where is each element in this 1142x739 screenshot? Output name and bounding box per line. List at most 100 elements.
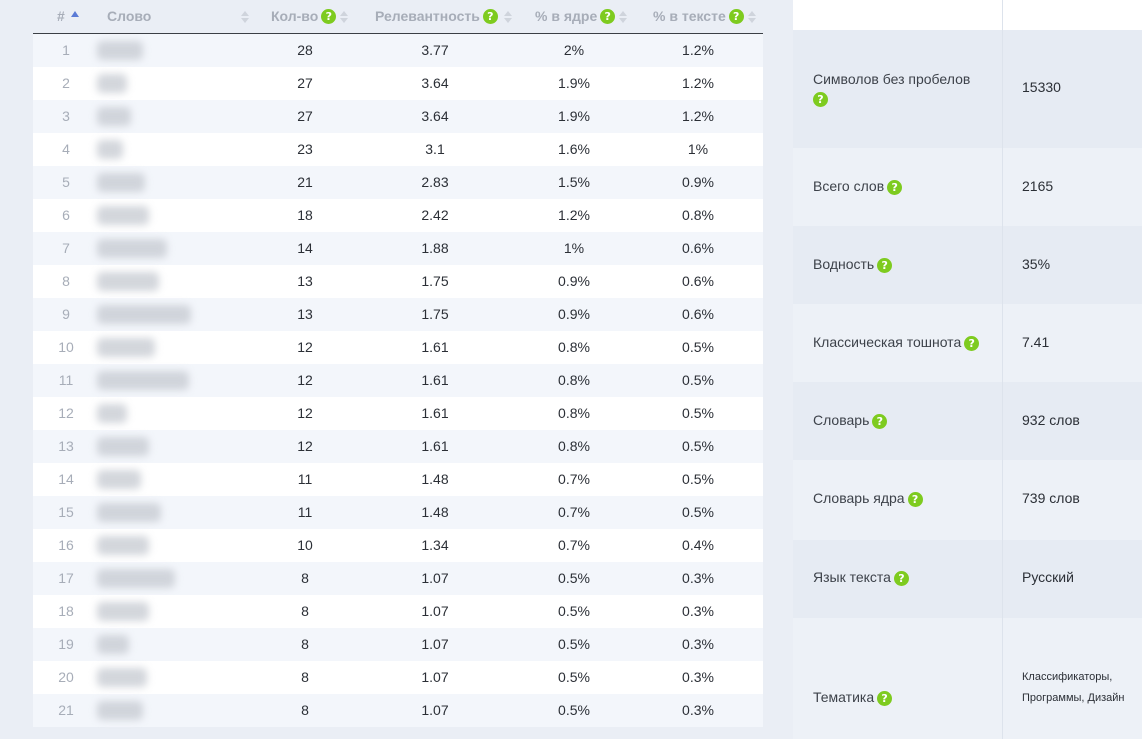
stat-value: 2165 (1022, 178, 1054, 194)
relevance-cell: 1.07 (421, 570, 449, 586)
help-icon[interactable]: ? (321, 9, 337, 24)
text-percent-cell: 0.3% (682, 636, 714, 652)
relevance-cell: 1.61 (421, 405, 449, 421)
help-icon[interactable]: ? (877, 258, 893, 273)
help-icon[interactable]: ? (728, 9, 744, 24)
blurred-word (97, 536, 149, 555)
text-percent-cell: 0.5% (682, 405, 714, 421)
table-row: 20 8 1.07 0.5% 0.3% (33, 661, 763, 694)
relevance-cell: 1.07 (421, 603, 449, 619)
relevance-cell: 1.48 (421, 504, 449, 520)
row-number: 18 (58, 603, 74, 619)
word-cell-redacted (97, 463, 209, 496)
text-percent-cell: 0.5% (682, 471, 714, 487)
help-icon[interactable]: ? (893, 571, 909, 586)
help-icon[interactable]: ? (600, 9, 616, 24)
word-cell-redacted (97, 397, 209, 430)
table-row: 1 28 3.77 2% 1.2% (33, 34, 763, 67)
stat-label-text: Словарь ядра (813, 490, 905, 506)
text-percent-cell: 0.5% (682, 339, 714, 355)
row-number: 20 (58, 669, 74, 685)
stat-value: 35% (1022, 256, 1051, 272)
blurred-word (97, 569, 175, 588)
help-icon[interactable]: ? (877, 691, 893, 706)
stat-label: Классическая тошнота? (813, 333, 993, 352)
help-icon[interactable]: ? (872, 414, 888, 429)
column-header-relevance[interactable]: Релевантность ? (375, 0, 512, 33)
column-header-word[interactable]: Слово (107, 0, 249, 33)
help-icon[interactable]: ? (964, 336, 980, 351)
core-percent-cell: 0.8% (558, 405, 590, 421)
word-cell-redacted (97, 34, 209, 67)
blurred-word (97, 602, 149, 621)
blurred-word (97, 470, 141, 489)
row-number: 17 (58, 570, 74, 586)
help-icon[interactable]: ? (907, 492, 923, 507)
word-cell-redacted (97, 694, 209, 727)
text-percent-cell: 0.3% (682, 570, 714, 586)
stat-value: 932 слов (1022, 412, 1080, 428)
column-header-count[interactable]: Кол-во ? (271, 0, 349, 33)
text-percent-cell: 0.3% (682, 669, 714, 685)
core-percent-cell: 2% (563, 42, 585, 58)
count-cell: 28 (297, 42, 313, 58)
blurred-word (97, 668, 147, 687)
stat-label-text: Водность (813, 256, 875, 272)
stat-label-text: Словарь (813, 412, 870, 428)
table-row: 18 8 1.07 0.5% 0.3% (33, 595, 763, 628)
column-header-text-percent[interactable]: % в тексте ? (653, 0, 756, 33)
count-cell: 27 (297, 75, 313, 91)
blurred-word (97, 206, 149, 225)
table-row: 2 27 3.64 1.9% 1.2% (33, 67, 763, 100)
column-header-number[interactable]: # (57, 0, 79, 33)
sort-arrows-icon (340, 10, 349, 23)
row-number: 3 (62, 108, 70, 124)
help-icon[interactable]: ? (887, 180, 903, 195)
count-cell: 14 (297, 240, 313, 256)
text-percent-cell: 0.6% (682, 240, 714, 256)
count-cell: 12 (297, 438, 313, 454)
row-number: 5 (62, 174, 70, 190)
count-cell: 18 (297, 207, 313, 223)
text-percent-cell: 0.3% (682, 702, 714, 718)
help-icon[interactable]: ? (482, 9, 498, 24)
core-percent-cell: 0.5% (558, 636, 590, 652)
text-percent-cell: 0.5% (682, 504, 714, 520)
blurred-word (97, 140, 123, 159)
core-percent-cell: 0.5% (558, 702, 590, 718)
row-number: 15 (58, 504, 74, 520)
core-percent-cell: 0.7% (558, 504, 590, 520)
stat-row: Символов без пробелов? 15330 (793, 30, 1142, 148)
column-header-core-percent[interactable]: % в ядре ? (535, 0, 628, 33)
relevance-cell: 1.34 (421, 537, 449, 553)
word-cell-redacted (97, 232, 209, 265)
row-number: 16 (58, 537, 74, 553)
help-icon[interactable]: ? (813, 92, 828, 107)
table-row: 9 13 1.75 0.9% 0.6% (33, 298, 763, 331)
sort-arrows-icon (747, 10, 756, 23)
count-cell: 8 (301, 702, 309, 718)
stat-label: Язык текста? (813, 568, 993, 587)
text-percent-cell: 0.8% (682, 207, 714, 223)
blurred-word (97, 305, 191, 324)
blurred-word (97, 338, 155, 357)
stat-row: Язык текста? Русский (793, 540, 1142, 618)
table-row: 21 8 1.07 0.5% 0.3% (33, 694, 763, 727)
count-cell: 8 (301, 669, 309, 685)
table-row: 15 11 1.48 0.7% 0.5% (33, 496, 763, 529)
stat-value: Русский (1022, 569, 1074, 585)
stat-label-text: Символов без пробелов (813, 71, 971, 87)
text-percent-cell: 0.9% (682, 174, 714, 190)
row-number: 12 (58, 405, 74, 421)
row-number: 21 (58, 702, 74, 718)
core-percent-cell: 0.5% (558, 570, 590, 586)
stat-label: Водность? (813, 255, 993, 274)
word-cell-redacted (97, 199, 209, 232)
text-percent-cell: 1.2% (682, 75, 714, 91)
row-number: 19 (58, 636, 74, 652)
relevance-cell: 3.77 (421, 42, 449, 58)
sort-ascending-icon (70, 10, 79, 17)
core-percent-cell: 1.6% (558, 141, 590, 157)
core-percent-cell: 0.5% (558, 603, 590, 619)
row-number: 13 (58, 438, 74, 454)
